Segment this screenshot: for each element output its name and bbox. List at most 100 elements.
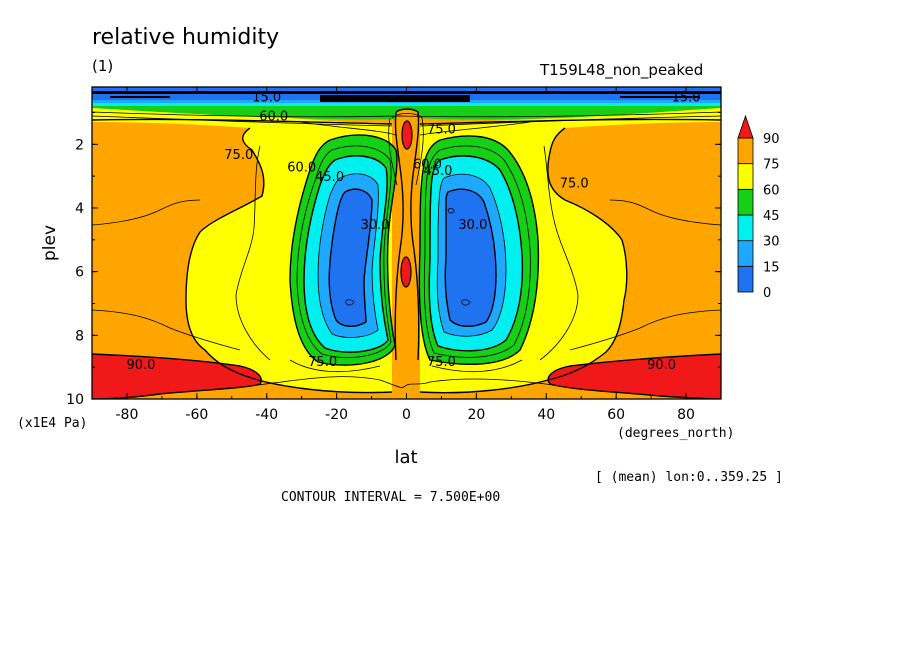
colorbar-label: 75 <box>763 158 780 173</box>
colorbar-segment <box>737 265 754 293</box>
colorbar-label: 0 <box>763 286 771 301</box>
colorbar: 0 15 30 45 60 75 90 <box>737 114 780 301</box>
contour-label: 15.0 <box>672 91 701 106</box>
x-tick-label: -80 <box>116 407 139 423</box>
contour-line <box>235 145 271 361</box>
y-tick-label: 6 <box>75 265 84 281</box>
contour-label: 75.0 <box>308 355 337 370</box>
colorbar-label: 60 <box>763 183 780 198</box>
contour-line <box>289 359 523 373</box>
x-tick-label: 0 <box>402 407 411 423</box>
contour-line <box>444 188 497 327</box>
x-tick-label: 60 <box>607 407 625 423</box>
contour-labels: 15.0 15.060.075.075.075.060.045.030.0 30.0… <box>126 91 700 373</box>
colorbar-segment <box>737 188 754 216</box>
contour-line <box>401 120 413 150</box>
colorbar-segment <box>737 214 754 242</box>
contour-line <box>249 376 561 388</box>
contour-fill-90-up <box>402 121 412 149</box>
y-tick-label: 2 <box>75 137 84 153</box>
contour-line <box>289 134 398 366</box>
colorbar-extend-arrow <box>737 114 754 139</box>
contour-fill-90-up <box>548 354 721 399</box>
x-axis-title: lat <box>394 447 417 468</box>
contour-line <box>447 208 455 214</box>
contour-lines <box>92 108 721 399</box>
contour-interval-label: CONTOUR INTERVAL = 7.500E+00 <box>281 490 501 505</box>
x-tick-label: 80 <box>677 407 695 423</box>
contour-line <box>400 256 412 288</box>
colorbar-label: 30 <box>763 235 780 250</box>
contour-fill-0-15 <box>329 189 372 327</box>
contour-line <box>418 135 540 365</box>
contour-label: 90.0 <box>126 358 155 373</box>
contour-line <box>345 299 355 306</box>
contour-label: 60.0 <box>259 110 288 125</box>
y-axis: 2 4 6 8 10 <box>66 111 721 408</box>
contour-line <box>328 188 373 327</box>
contour-fill-90-up <box>401 257 411 287</box>
contour-line <box>92 111 721 118</box>
contour-line <box>423 145 531 358</box>
x-axis: -80 -60 -40 -20 0 20 40 60 80 <box>91 87 722 423</box>
x-tick-label: -60 <box>185 407 208 423</box>
chart-title: relative humidity <box>92 25 280 50</box>
contour-line <box>296 145 392 358</box>
contour-line <box>388 113 424 186</box>
contour-fill-90-up <box>92 354 262 399</box>
filled-contours <box>92 87 721 399</box>
contour-line <box>92 118 721 125</box>
colorbar-segment <box>737 240 754 267</box>
contour-line <box>92 199 201 226</box>
colorbar-label: 45 <box>763 209 780 224</box>
contour-line <box>539 145 579 361</box>
y-unit-label: (x1E4 Pa) <box>17 416 88 431</box>
contour-label: 30.0 <box>458 218 487 233</box>
colorbar-label: 15 <box>763 260 780 275</box>
y-tick-label: 8 <box>75 328 84 344</box>
colorbar-segment <box>737 163 754 190</box>
contour-label: 15.0 <box>252 91 281 106</box>
y-tick-label: 4 <box>75 201 84 217</box>
x-unit-label: (degrees_north) <box>617 426 735 441</box>
contour-label: 45.0 <box>423 164 452 179</box>
contour-line <box>185 127 393 394</box>
chart-subtitle: (1) <box>92 57 114 75</box>
contour-line <box>461 299 471 306</box>
contour-line-dense <box>110 96 170 98</box>
contour-label: 75.0 <box>224 148 253 163</box>
colorbar-segment <box>737 137 754 165</box>
colorbar-label: 90 <box>763 132 780 147</box>
contour-label: 75.0 <box>427 122 456 137</box>
y-tick-label: 10 <box>66 392 84 408</box>
contour-label: 90.0 <box>647 358 676 373</box>
contour-line <box>299 121 531 136</box>
contour-line <box>428 155 524 352</box>
contour-label: 45.0 <box>315 170 344 185</box>
contour-line <box>419 127 628 394</box>
x-tick-label: -40 <box>255 407 278 423</box>
x-tick-label: -20 <box>325 407 348 423</box>
contour-line <box>436 173 507 337</box>
mean-info: [ (mean) lon:0..359.25 ] <box>595 470 783 485</box>
contour-fill-0-15 <box>445 189 496 327</box>
contour-line <box>569 309 721 351</box>
contour-label: 60.0 <box>287 161 316 176</box>
contour-line-dense <box>620 96 700 98</box>
contour-line <box>394 111 404 361</box>
contour-label: 75.0 <box>427 355 456 370</box>
y-axis-title: plev <box>40 225 60 261</box>
contour-line <box>303 155 389 353</box>
run-label: T159L48_non_peaked <box>540 61 704 79</box>
contour-line <box>609 199 721 226</box>
contour-line <box>317 173 379 338</box>
x-tick-label: 40 <box>537 407 555 423</box>
contour-label: 30.0 <box>361 218 390 233</box>
contour-line <box>92 353 262 399</box>
contour-line <box>395 108 420 361</box>
x-tick-label: 20 <box>467 407 485 423</box>
contour-line-dense <box>320 95 470 102</box>
contour-line <box>92 309 241 351</box>
contour-label: 75.0 <box>560 177 589 192</box>
